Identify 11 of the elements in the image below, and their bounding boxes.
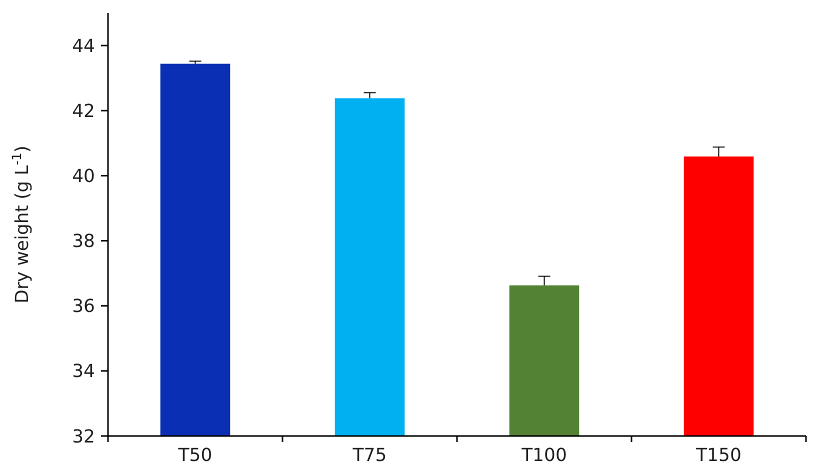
y-tick-label: 34 (72, 361, 95, 382)
y-tick-label: 42 (72, 100, 95, 122)
x-tick-label: T75 (352, 445, 387, 466)
y-tick-label: 38 (72, 231, 95, 252)
x-tick-label: T50 (177, 445, 212, 466)
y-tick-label: 32 (72, 426, 95, 448)
x-tick-label: T150 (695, 445, 742, 466)
y-tick-label: 36 (72, 296, 95, 318)
y-tick-label: 44 (72, 36, 95, 57)
x-tick-label: T100 (520, 445, 567, 466)
y-tick-label: 40 (72, 166, 95, 187)
